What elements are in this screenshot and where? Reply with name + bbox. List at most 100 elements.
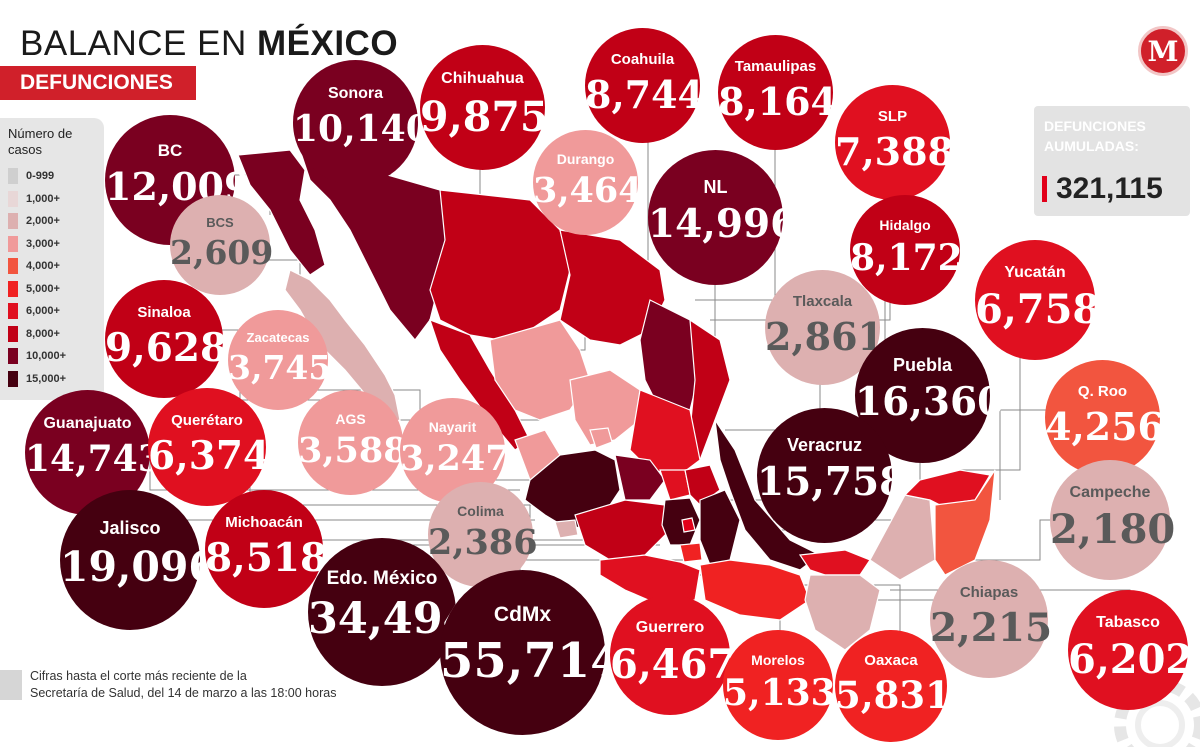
bubble-death-count: 8,744	[585, 71, 704, 117]
bubble-death-count: 3,247	[400, 437, 510, 479]
state-morelos	[679, 542, 703, 563]
legend-label: 3,000+	[26, 237, 60, 250]
bubble-cdmx: CdMx 55,714	[440, 570, 624, 735]
bubble-sinaloa: Sinaloa 9,628	[105, 280, 228, 398]
legend-swatch	[8, 213, 18, 229]
bubble-state-name: Coahuila	[610, 51, 675, 68]
bubble-death-count: 6,202	[1068, 635, 1194, 683]
bubble-death-count: 5,831	[835, 672, 951, 717]
note-marker	[0, 670, 22, 700]
legend-swatch	[8, 258, 18, 274]
total-label-line1: DEFUNCIONES	[1044, 118, 1146, 134]
total-accent-bar	[1042, 176, 1047, 202]
legend-swatch	[8, 303, 18, 319]
page-title: BALANCE EN MÉXICO	[20, 24, 398, 64]
bubble-death-count: 3,464	[533, 169, 643, 211]
bubble-queretaro: Querétaro 6,374	[148, 388, 271, 506]
source-note-line1: Cifras hasta el corte más reciente de la	[30, 669, 247, 683]
total-value: 321,115	[1056, 172, 1163, 205]
bubble-state-name: Michoacán	[225, 513, 303, 531]
bubble-state-name: Jalisco	[99, 518, 161, 538]
state-colima	[554, 519, 579, 539]
bubble-campeche: Campeche 2,180	[1050, 460, 1175, 580]
milenio-logo: M	[1138, 26, 1188, 76]
bubble-chihuahua: Chihuahua 9,875	[420, 45, 549, 170]
bubble-state-name: Zacatecas	[246, 330, 310, 345]
bubble-death-count: 4,256	[1045, 403, 1164, 449]
bubble-coahuila: Coahuila 8,744	[585, 28, 704, 143]
legend-swatch	[8, 325, 18, 342]
legend-item: 3,000+	[8, 235, 60, 252]
bubble-death-count: 6,758	[975, 285, 1101, 333]
bubble-state-name: Edo. México	[326, 567, 438, 589]
bubble-nl: NL 14,996	[648, 150, 798, 285]
legend-swatch	[8, 168, 18, 184]
bubble-death-count: 2,861	[765, 313, 884, 359]
bubble-state-name: Tabasco	[1096, 614, 1160, 631]
bubble-state-name: Colima	[457, 503, 504, 519]
title-bold: MÉXICO	[256, 24, 399, 63]
legend-item: 4,000+	[8, 258, 60, 274]
logo-letter: M	[1147, 35, 1179, 68]
bubble-death-count: 3,588	[298, 429, 408, 471]
bubble-guanajuato: Guanajuato 14,743	[25, 390, 163, 515]
bubble-ags: AGS 3,588	[298, 390, 408, 495]
bubble-death-count: 2,386	[428, 521, 538, 563]
bubble-state-name: Chihuahua	[441, 70, 524, 87]
bubble-death-count: 10,140	[293, 107, 431, 150]
bubble-hidalgo: Hidalgo 8,172	[850, 195, 963, 305]
bubble-bcs: BCS 2,609	[170, 195, 274, 295]
bubble-chiapas: Chiapas 2,215	[930, 560, 1053, 678]
bubble-state-name: Nayarit	[428, 419, 477, 435]
state-bc	[237, 149, 326, 276]
state-campeche	[869, 494, 936, 581]
source-note-line2: Secretaría de Salud, del 14 de marzo a l…	[30, 686, 337, 700]
bubble-michoacan: Michoacán 8,518	[205, 490, 327, 608]
bubble-death-count: 9,628	[105, 324, 228, 371]
bubble-death-count: 14,996	[648, 201, 798, 248]
bubble-state-name: Guanajuato	[43, 415, 132, 432]
bubble-death-count: 15,758	[757, 459, 907, 506]
bubble-death-count: 2,609	[170, 233, 274, 272]
bubble-death-count: 34,494	[308, 594, 473, 645]
bubble-death-count: 7,388	[835, 128, 954, 174]
state-cdmx	[681, 517, 696, 533]
bubble-death-count: 2,215	[930, 604, 1053, 651]
legend-label: 6,000+	[26, 305, 60, 317]
bubble-state-name: Tlaxcala	[792, 293, 853, 310]
bubble-state-name: Puebla	[892, 355, 953, 375]
bubble-death-count: 14,743	[25, 437, 163, 480]
bubble-qroo: Q. Roo 4,256	[1045, 360, 1164, 475]
state-qroo	[934, 469, 996, 576]
total-label: DEFUNCIONES AUMULADAS:	[1044, 116, 1146, 156]
bubble-state-name: Sinaloa	[137, 303, 191, 321]
legend-item: 6,000+	[8, 303, 60, 319]
state-tabasco	[798, 549, 871, 576]
bubble-state-name: Campeche	[1069, 484, 1151, 501]
bubble-slp: SLP 7,388	[835, 85, 954, 200]
state-ags	[589, 427, 613, 449]
bubble-death-count: 9,875	[420, 92, 549, 141]
state-edomex	[661, 497, 701, 546]
bubble-death-count: 8,172	[850, 236, 963, 279]
legend-swatch	[8, 190, 18, 207]
bubble-tamaulipas: Tamaulipas 8,164	[718, 35, 837, 150]
legend-item: 0-999	[8, 168, 54, 184]
bubble-state-name: Q. Roo	[1077, 383, 1128, 400]
legend-label: 0-999	[26, 170, 55, 182]
legend-swatch	[8, 235, 18, 252]
bubble-death-count: 6,374	[148, 432, 271, 479]
bubble-death-count: 3,745	[228, 348, 332, 387]
bubble-death-count: 55,714	[440, 632, 624, 689]
page-subtitle: DEFUNCIONES	[20, 71, 173, 94]
legend-item: 1,000+	[8, 190, 60, 207]
bubble-veracruz: Veracruz 15,758	[757, 408, 907, 543]
bubble-oaxaca: Oaxaca 5,831	[835, 630, 951, 742]
bubble-guerrero: Guerrero 6,467	[610, 595, 735, 715]
bubble-state-name: Yucatán	[1004, 264, 1066, 281]
legend-item: 2,000+	[8, 213, 60, 229]
bubble-zacatecas: Zacatecas 3,745	[228, 310, 332, 410]
state-yucatan	[903, 469, 991, 506]
legend-label: 15,000+	[26, 372, 67, 385]
